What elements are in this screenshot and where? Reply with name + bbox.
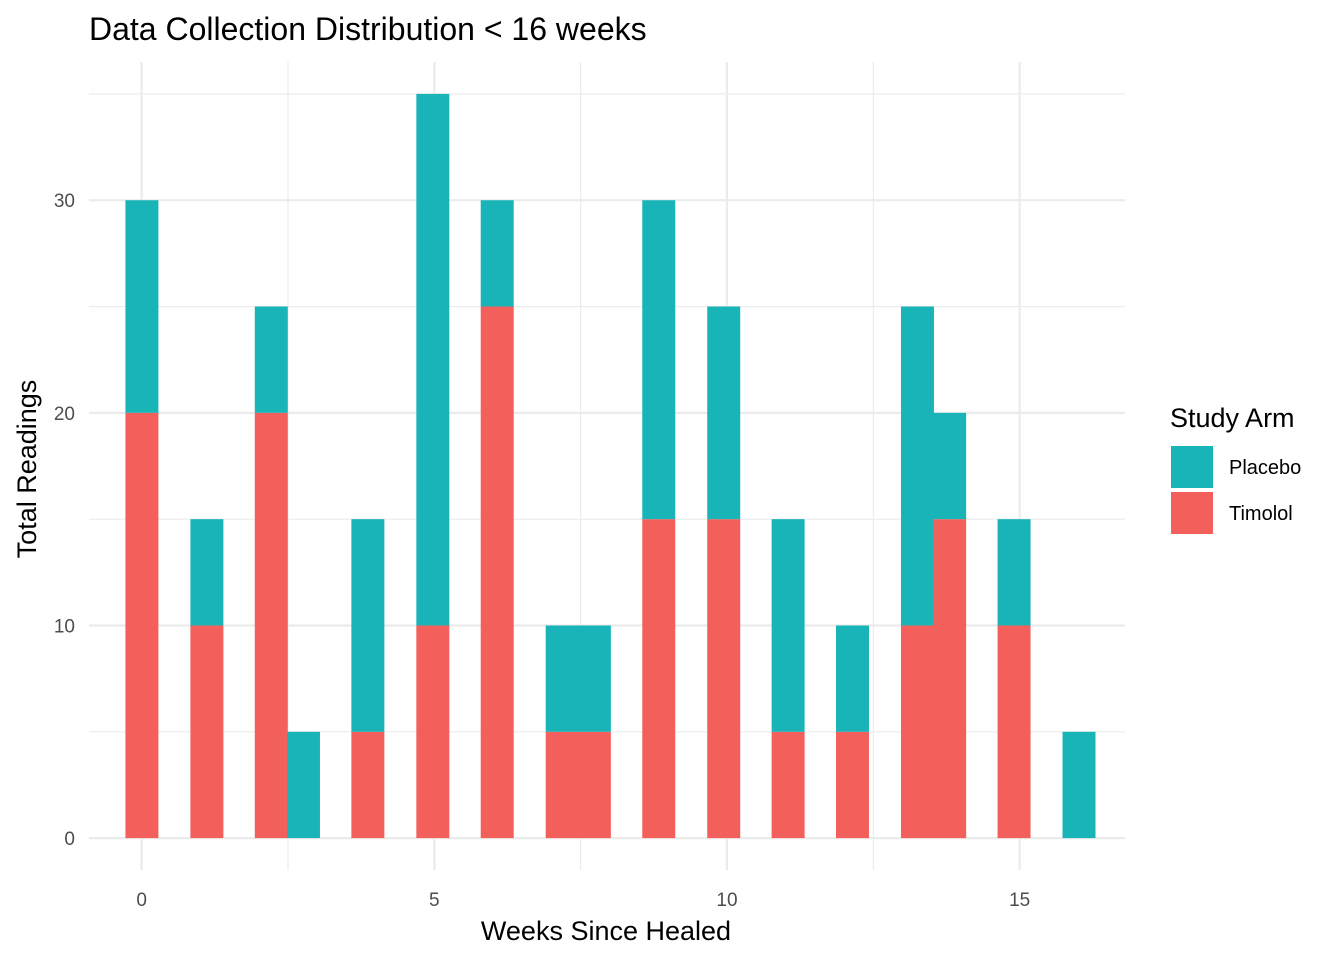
- bar-placebo: [577, 625, 611, 732]
- bar-timolol: [577, 731, 611, 839]
- bar-placebo: [125, 200, 159, 413]
- y-axis-title: Total Readings: [12, 380, 42, 559]
- x-tick-labels: 0 5 10 15: [136, 890, 1030, 911]
- bar-timolol: [190, 625, 224, 839]
- bar-timolol: [254, 412, 288, 839]
- bar-timolol: [480, 306, 514, 839]
- bar-placebo: [1062, 731, 1096, 839]
- bar-placebo: [190, 519, 224, 626]
- y-tick-labels: 0 10 20 30: [54, 191, 75, 850]
- x-axis-title: Weeks Since Healed: [481, 916, 731, 946]
- y-tick-label: 30: [54, 191, 75, 212]
- x-tick-label: 15: [1009, 890, 1030, 911]
- x-tick-label: 5: [429, 890, 440, 911]
- bar-placebo: [480, 200, 514, 307]
- bar-placebo: [254, 306, 288, 413]
- bar-timolol: [707, 519, 741, 839]
- legend-title: Study Arm: [1170, 403, 1295, 433]
- y-tick-label: 0: [64, 829, 75, 850]
- legend-label-placebo: Placebo: [1229, 457, 1301, 479]
- bar-timolol: [545, 731, 579, 839]
- bar-placebo: [351, 519, 385, 732]
- chart-title: Data Collection Distribution < 16 weeks: [89, 11, 647, 47]
- legend-label-timolol: Timolol: [1229, 503, 1293, 525]
- bar-placebo: [642, 200, 676, 520]
- bar-timolol: [900, 625, 934, 839]
- legend-swatch-placebo: [1171, 446, 1213, 488]
- y-tick-label: 10: [54, 616, 75, 637]
- bar-placebo: [707, 306, 741, 520]
- legend: Study Arm Placebo Timolol: [1170, 403, 1301, 534]
- bar-timolol: [997, 625, 1031, 839]
- bar-timolol: [125, 412, 159, 839]
- bar-timolol: [351, 731, 385, 839]
- bar-timolol: [836, 731, 869, 839]
- y-tick-label: 20: [54, 404, 75, 425]
- bar-timolol: [416, 625, 450, 839]
- bar-placebo: [997, 519, 1031, 626]
- x-tick-label: 0: [136, 890, 147, 911]
- bar-placebo: [545, 625, 579, 732]
- bar-placebo: [933, 412, 967, 520]
- bar-placebo: [900, 306, 934, 626]
- bar-placebo: [771, 519, 805, 732]
- bar-placebo: [286, 731, 320, 839]
- bars: [125, 93, 1096, 839]
- bar-timolol: [771, 731, 805, 839]
- bar-timolol: [642, 519, 676, 839]
- x-tick-label: 10: [716, 890, 737, 911]
- bar-placebo: [836, 625, 869, 732]
- legend-swatch-timolol: [1171, 492, 1213, 534]
- bar-timolol: [933, 519, 967, 839]
- bar-placebo: [416, 93, 450, 626]
